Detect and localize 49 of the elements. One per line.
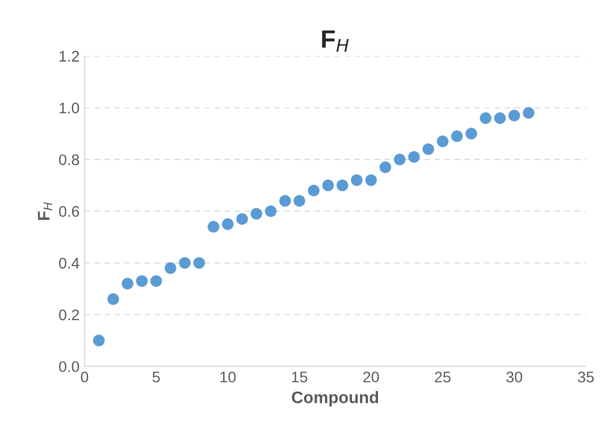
x-tick-label: 30 bbox=[506, 372, 522, 382]
y-tick-label: 0.6 bbox=[59, 206, 80, 217]
point bbox=[451, 130, 463, 142]
x-axis-title: Compound bbox=[292, 391, 378, 407]
y-tick-label: 1.0 bbox=[60, 102, 80, 114]
point bbox=[394, 154, 406, 166]
x-tick-label: 35 bbox=[578, 372, 594, 382]
point bbox=[107, 293, 120, 305]
point bbox=[365, 174, 377, 186]
x-tick-label: 15 bbox=[292, 372, 308, 382]
point bbox=[150, 275, 162, 287]
point bbox=[522, 107, 534, 119]
point bbox=[336, 180, 348, 192]
point bbox=[164, 262, 176, 274]
point bbox=[208, 220, 220, 233]
point bbox=[465, 128, 478, 140]
point bbox=[236, 213, 248, 225]
point bbox=[294, 195, 306, 207]
y-tick-label: 0.4 bbox=[59, 258, 80, 269]
point bbox=[193, 257, 205, 269]
point bbox=[264, 205, 277, 217]
y-axis-title: F$_{H}$ bbox=[38, 202, 52, 220]
x-tick-label: 25 bbox=[434, 372, 451, 382]
chart-title: F$_{H}$ bbox=[322, 30, 349, 52]
point bbox=[422, 143, 434, 155]
point bbox=[122, 278, 134, 290]
y-tick-label: 0.0 bbox=[59, 361, 80, 372]
x-tick-label: 0 bbox=[80, 372, 88, 382]
point bbox=[508, 110, 520, 122]
x-tick-label: 5 bbox=[152, 372, 160, 382]
point bbox=[308, 184, 320, 196]
point bbox=[480, 112, 492, 124]
x-tick-label: 20 bbox=[363, 372, 379, 382]
y-tick-label: 0.8 bbox=[59, 154, 80, 166]
point bbox=[436, 136, 448, 148]
x-tick-label: 10 bbox=[220, 372, 236, 382]
point bbox=[350, 174, 363, 186]
point bbox=[222, 218, 234, 230]
point bbox=[179, 257, 191, 269]
point bbox=[408, 151, 420, 163]
point bbox=[136, 275, 148, 287]
point bbox=[380, 161, 392, 174]
point bbox=[279, 195, 291, 207]
point bbox=[250, 208, 262, 220]
y-tick-label: 0.2 bbox=[59, 310, 79, 320]
point bbox=[322, 180, 334, 192]
point bbox=[93, 334, 105, 346]
point bbox=[494, 112, 506, 124]
y-tick-label: 1.2 bbox=[60, 50, 79, 62]
